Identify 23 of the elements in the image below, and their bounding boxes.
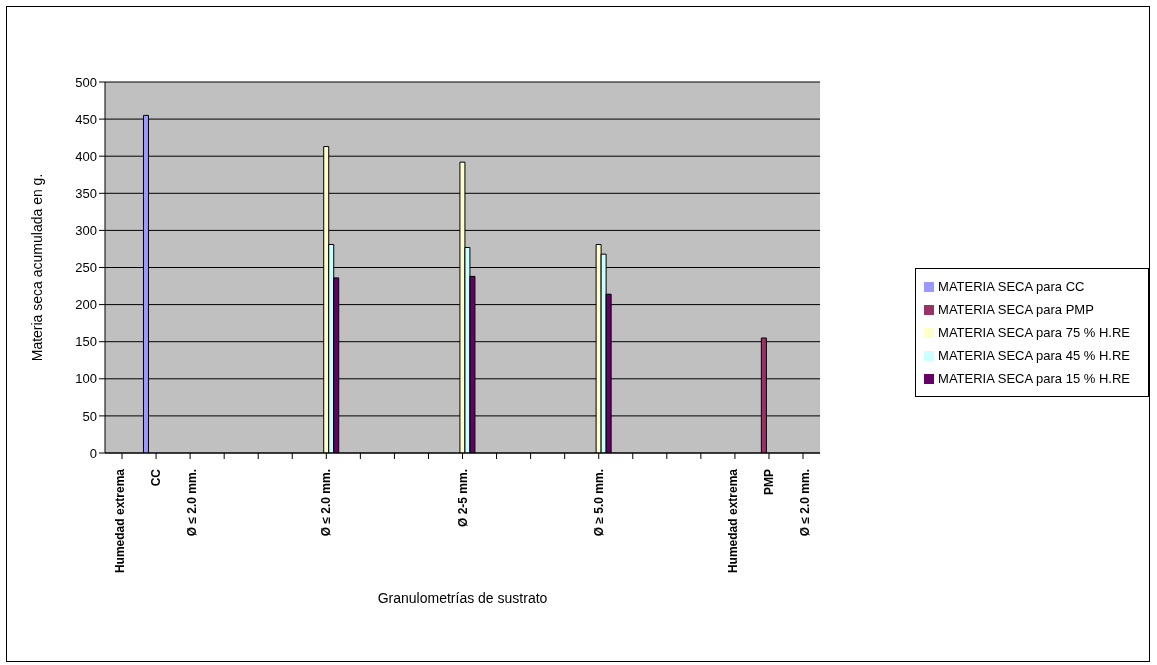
y-tick-label: 0 <box>89 445 97 461</box>
y-tick-label: 250 <box>75 260 97 276</box>
y-tick-label: 50 <box>82 408 97 424</box>
y-tick-label: 500 <box>75 74 97 90</box>
category-label: Humedad extrema PMP Ø ≤ 2.0 mm. <box>725 469 812 574</box>
legend-label: MATERIA SECA para 45 % H.RE <box>938 348 1130 363</box>
category-label: Humedad extrema CC Ø ≤ 2.0 mm. <box>113 469 200 574</box>
y-tick-label: 300 <box>75 223 97 239</box>
legend-label: MATERIA SECA para 15 % H.RE <box>938 371 1130 386</box>
y-tick-label: 100 <box>75 371 97 387</box>
x-axis-title: Granulometrías de sustrato <box>377 590 548 606</box>
y-tick-label: 350 <box>75 185 97 201</box>
legend-label: MATERIA SECA para PMP <box>938 302 1094 317</box>
y-axis-title: Materia seca acumulada en g. <box>28 173 45 362</box>
y-tick-label: 150 <box>75 334 97 350</box>
legend-label: MATERIA SECA para 75 % H.RE <box>938 325 1130 340</box>
x-tick-label: Ø ≤ 2.0 mm. <box>319 469 334 537</box>
x-tick-label: Ø ≥ 5.0 mm. <box>591 469 606 537</box>
legend-label: MATERIA SECA para CC <box>938 279 1085 294</box>
y-tick-label: 450 <box>75 111 97 127</box>
x-tick-label: Ø 2-5 mm. <box>455 469 470 528</box>
y-tick-label: 400 <box>75 148 97 164</box>
y-tick-label: 200 <box>75 297 97 313</box>
